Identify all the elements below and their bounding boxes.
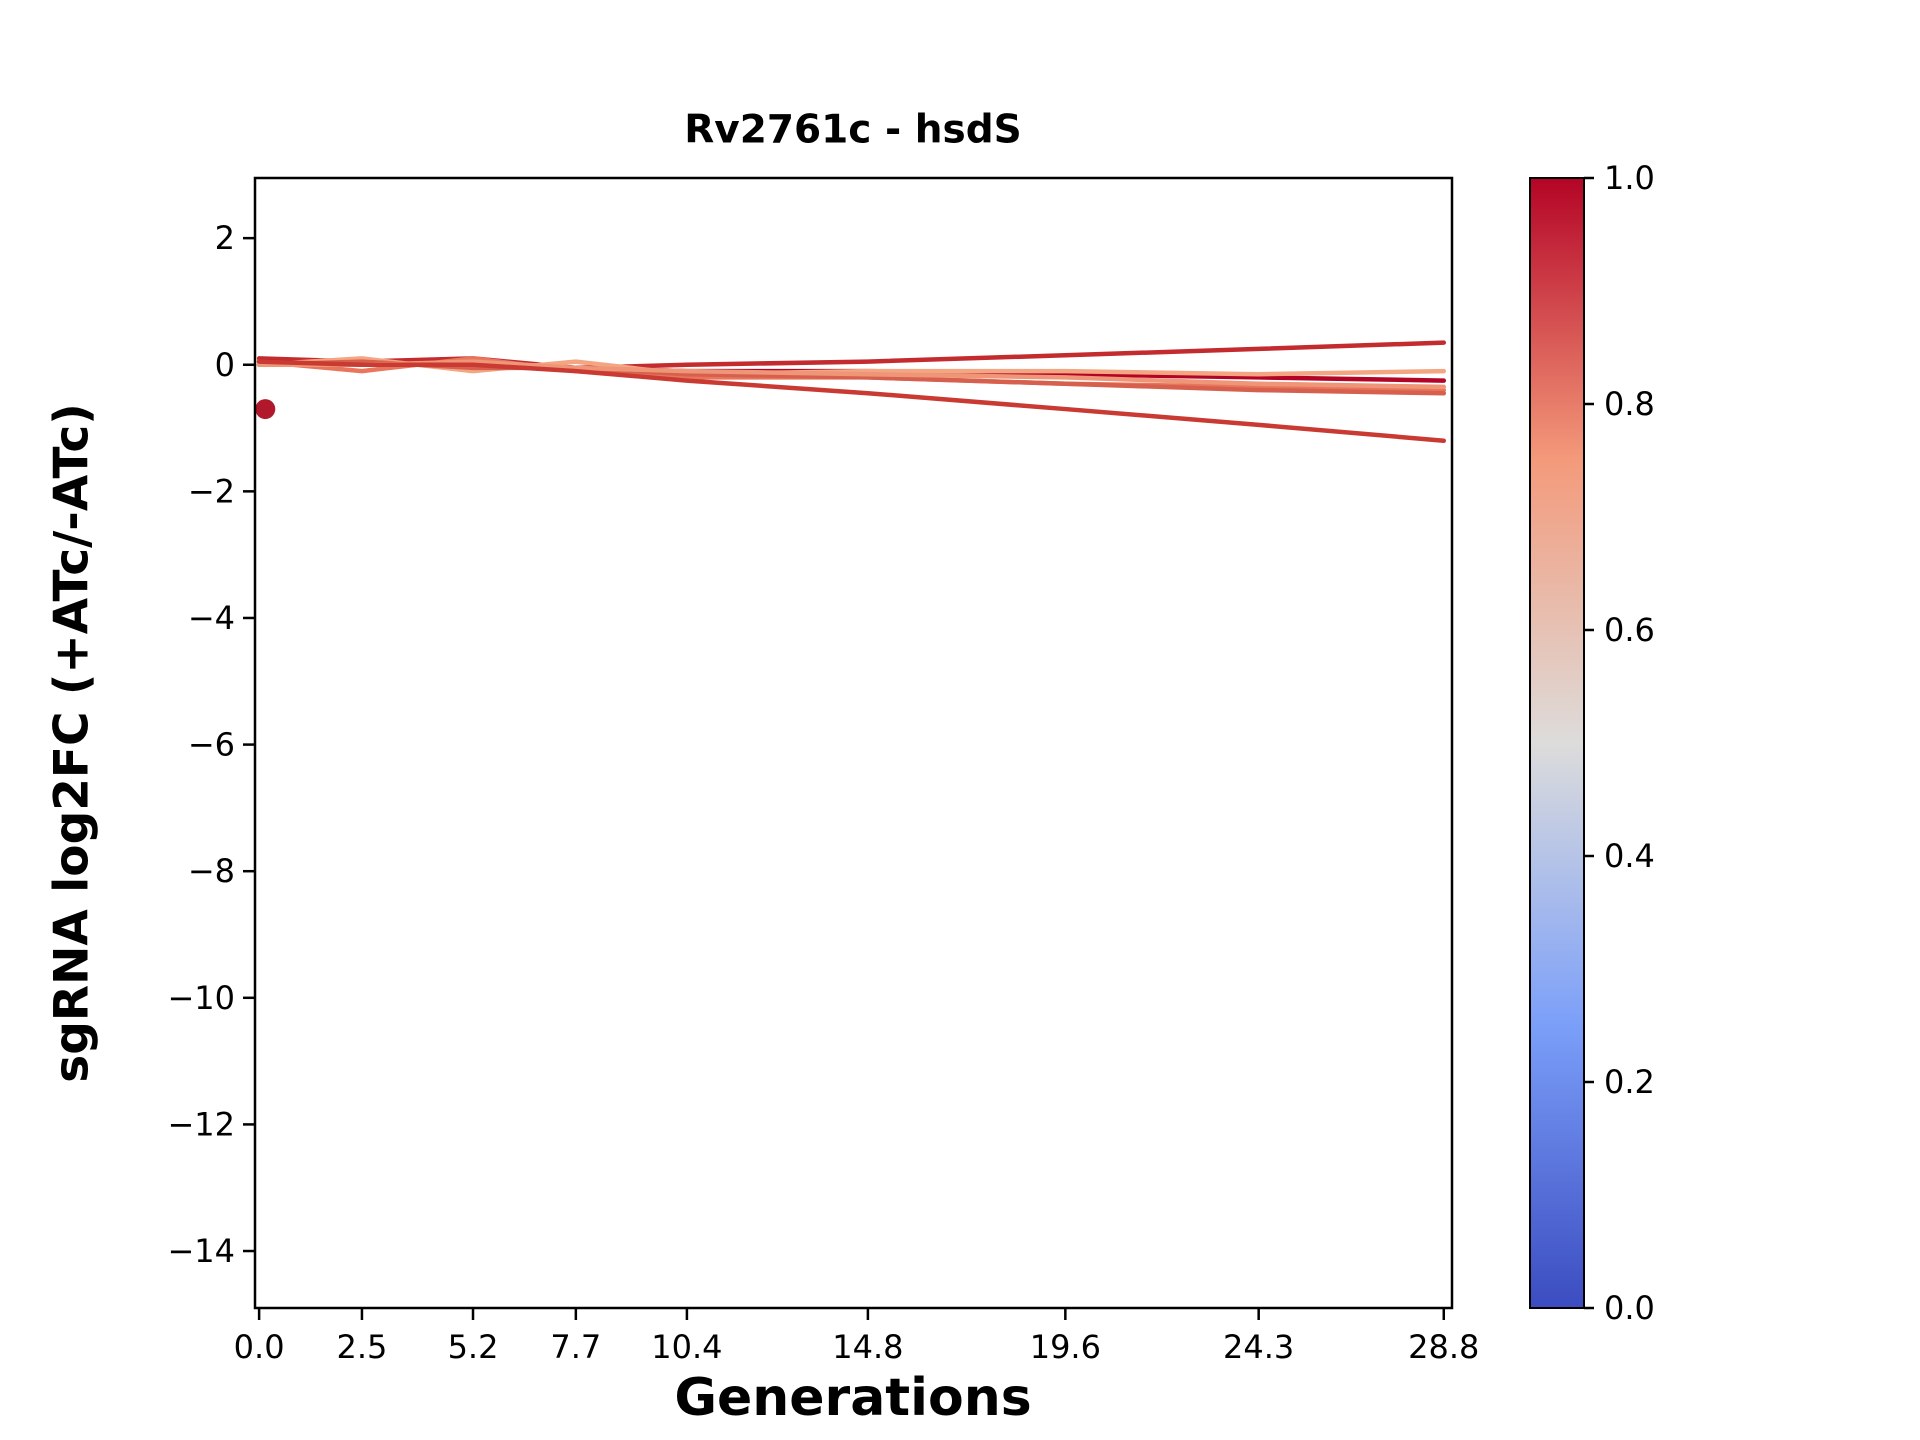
y-tick-label: −2 [188, 472, 235, 510]
y-tick-label: −10 [167, 979, 235, 1017]
x-tick-label: 24.3 [1223, 1328, 1294, 1366]
colorbar-tick-label: 0.8 [1604, 385, 1655, 423]
data-point [255, 399, 276, 420]
y-tick-label: −6 [188, 726, 235, 764]
series-line-sgRNA-7 [256, 359, 1447, 443]
y-tick-label: −4 [188, 599, 235, 637]
y-tick-label: 2 [215, 219, 235, 257]
chart-title: Rv2761c - hsdS [684, 107, 1022, 153]
y-tick-label: −8 [188, 852, 235, 890]
colorbar-tick-label: 0.2 [1604, 1063, 1655, 1101]
colorbar-tick-label: 0.4 [1604, 837, 1655, 875]
colorbar [1529, 177, 1585, 1309]
x-tick-label: 10.4 [651, 1328, 722, 1366]
x-tick-label: 7.7 [550, 1328, 601, 1366]
colorbar-tick-label: 1.0 [1604, 159, 1655, 197]
plot-border [253, 176, 1454, 1310]
x-tick-label: 5.2 [448, 1328, 499, 1366]
x-tick-label: 0.0 [234, 1328, 285, 1366]
x-tick-label: 14.8 [832, 1328, 903, 1366]
x-tick-label: 2.5 [337, 1328, 388, 1366]
x-axis-label: Generations [674, 1368, 1032, 1428]
y-tick-label: −12 [167, 1105, 235, 1143]
colorbar-tick-label: 0.6 [1604, 611, 1655, 649]
x-tick-label: 19.6 [1030, 1328, 1101, 1366]
y-tick-label: 0 [215, 346, 235, 384]
y-axis-label: sgRNA log2FC (+ATc/-ATc) [44, 403, 100, 1083]
x-tick-label: 28.8 [1408, 1328, 1479, 1366]
y-tick-label: −14 [167, 1232, 235, 1270]
colorbar-tick-label: 0.0 [1604, 1289, 1655, 1327]
